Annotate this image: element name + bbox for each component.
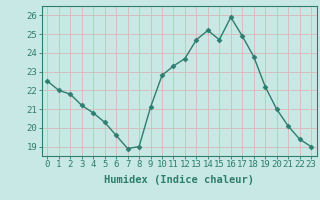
X-axis label: Humidex (Indice chaleur): Humidex (Indice chaleur) xyxy=(104,175,254,185)
